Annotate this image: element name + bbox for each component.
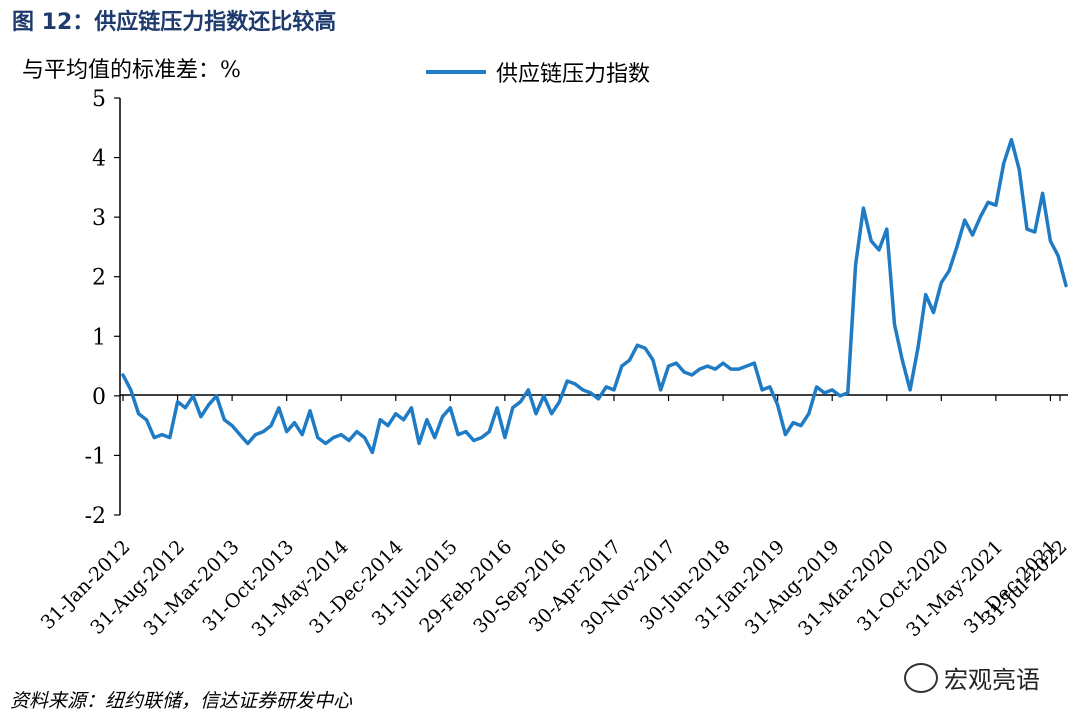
y-tick-label: 4: [92, 147, 106, 172]
watermark: 宏观亮语: [904, 660, 1040, 695]
x-tick-label: 31-Aug-2019: [741, 536, 844, 639]
wechat-icon: [904, 662, 938, 693]
y-tick-label: 1: [92, 325, 106, 350]
series-line-supply-chain-pressure: [121, 137, 1068, 455]
figure-title: 图 12：供应链压力指数还比较高: [12, 10, 337, 35]
x-tick-label: 31-May-2014: [247, 536, 352, 641]
y-tick-label: 3: [92, 206, 106, 231]
source-note: 资料来源：纽约联储，信达证券研发中心: [10, 690, 353, 712]
legend-swatch: [426, 70, 486, 74]
y-tick-label: 5: [92, 87, 106, 112]
x-tick-label: 30-Nov-2017: [577, 536, 680, 639]
y-tick-label: 0: [92, 385, 106, 410]
x-tick-label: 31-Dec-2014: [305, 536, 407, 638]
legend: 供应链压力指数: [426, 56, 650, 88]
watermark-text: 宏观亮语: [944, 666, 1040, 694]
y-axis-unit-label: 与平均值的标准差：%: [22, 58, 241, 83]
x-tick-label: 31-Aug-2012: [86, 536, 189, 639]
y-tick-label: 2: [92, 266, 106, 291]
y-tick-label: -1: [85, 444, 106, 469]
x-tick-label: 31-Mar-2020: [794, 536, 898, 640]
x-tick-label: 31-Mar-2013: [140, 536, 244, 640]
legend-label: 供应链压力指数: [496, 62, 651, 87]
y-tick-label: -2: [85, 504, 106, 529]
